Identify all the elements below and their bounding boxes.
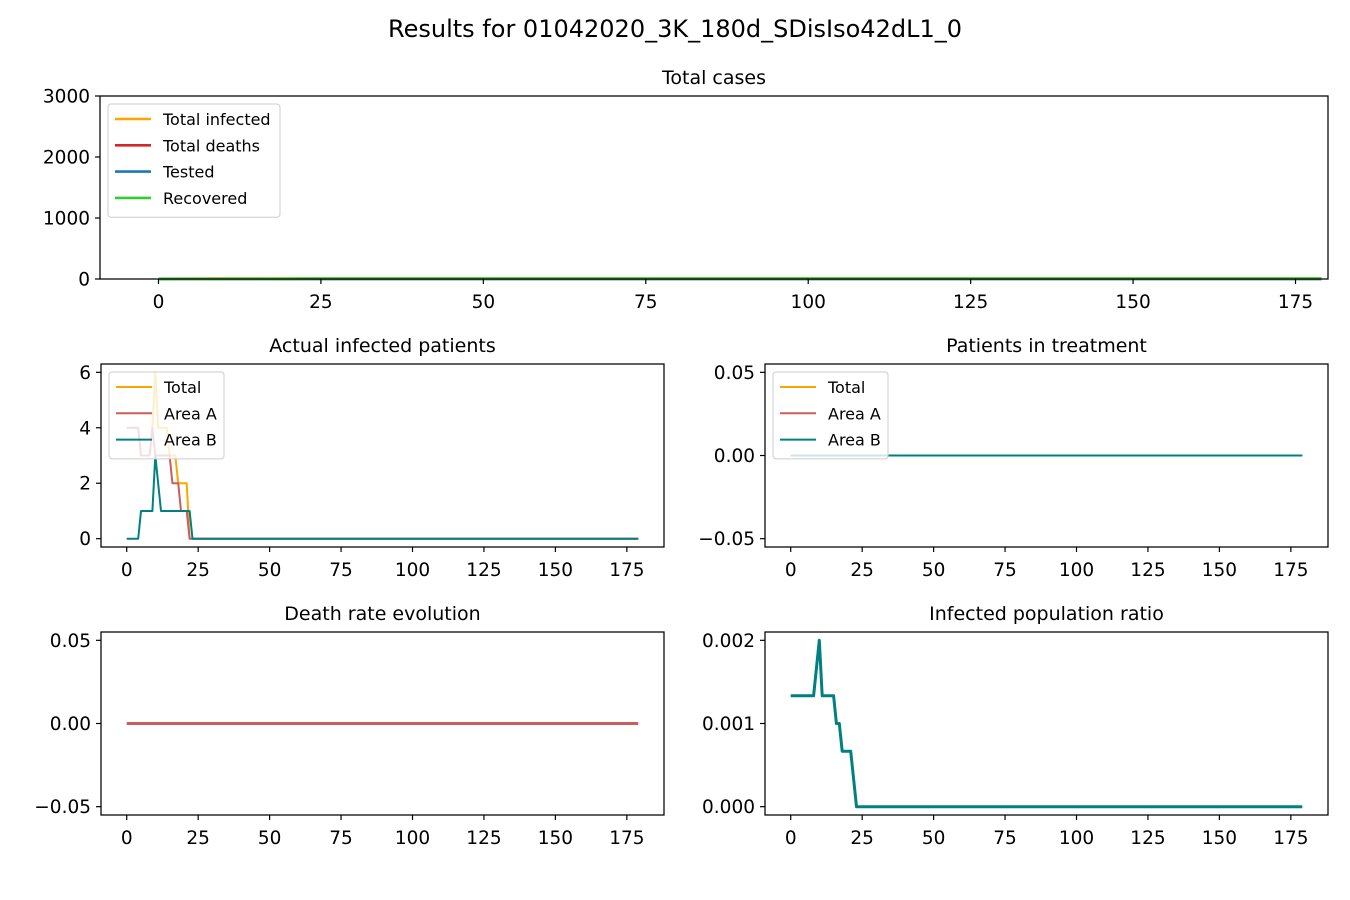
x-tick-label: 150 [1202,828,1237,849]
x-tick-label: 25 [850,560,874,581]
legend-box [772,371,889,460]
legend-box [107,103,281,218]
x-tick-label: 0 [121,560,133,581]
legend-box [108,371,225,460]
x-tick-label: 0 [785,560,797,581]
x-tick-label: 50 [258,560,282,581]
x-tick-label: 175 [1273,560,1308,581]
x-tick-label: 125 [466,828,501,849]
axes-frame [100,363,665,548]
axes-title: Death rate evolution [284,603,480,625]
x-tick-label: 50 [922,560,946,581]
y-tick-label: 0 [79,529,91,550]
x-tick-label: 75 [993,828,1017,849]
axes-title: Actual infected patients [269,335,495,357]
legend-label: Area A [828,404,881,423]
y-tick-label: 2 [79,474,91,495]
x-tick-label: 175 [1278,292,1313,313]
legend-label: Total deaths [162,136,260,155]
x-tick-label: 100 [1059,828,1094,849]
legend-label: Recovered [163,189,247,208]
axes-title: Total cases [661,67,766,89]
legend-label: Total [163,378,201,397]
x-tick-label: 175 [609,828,644,849]
axes-infected-ratio: Infected population ratio 0 25 50 75 100 125 15… [702,603,1329,849]
y-tick-label: 2000 [43,148,90,169]
y-tick-label: 1000 [43,209,90,230]
x-tick-label: 75 [329,828,353,849]
y-tick-label: 6 [79,363,91,384]
x-tick-label: 100 [395,560,430,581]
x-tick-label: 75 [993,560,1017,581]
y-tick-label: −0.05 [698,529,755,550]
y-tick-label: 0 [78,270,90,291]
series-group [790,638,1303,809]
legend: Total infected Total deaths Tested Recovere… [107,103,281,218]
x-tick-label: 125 [1130,828,1165,849]
x-tick-label: 100 [791,292,826,313]
x-tick-label: 150 [538,828,573,849]
y-tick-label: 0.05 [714,363,755,384]
x-tick-label: 25 [186,560,210,581]
y-tick-label: −0.05 [34,797,91,818]
legend: Total Area A Area B [772,371,889,460]
y-tick-label: 0.05 [50,631,91,652]
x-tick-label: 25 [186,828,210,849]
y-tick-label: 4 [79,418,91,439]
y-tick-label: 0.00 [50,714,91,735]
x-tick-label: 100 [395,828,430,849]
x-tick-label: 175 [1273,828,1308,849]
x-tick-label: 25 [309,292,333,313]
y-tick-label: 0.002 [702,631,755,652]
axes-frame [99,95,1329,280]
legend: Total Area A Area B [108,371,225,460]
legend-label: Area B [828,431,881,450]
x-tick-label: 100 [1059,560,1094,581]
axes-patients-treatment: Patients in treatment 0 25 50 75 100 125 150 175… [698,335,1329,581]
axes-title: Infected population ratio [929,603,1164,625]
series-line-series-0 [790,638,1303,809]
x-tick-label: 125 [466,560,501,581]
axes-death-rate: Death rate evolution 0 25 50 75 100 125 150 175 −… [34,603,665,849]
x-tick-label: 25 [850,828,874,849]
y-tick-label: 3000 [43,87,90,108]
axes-actual-infected: Actual infected patients 0 25 50 75 100 125 150… [79,335,665,581]
legend-label: Total [827,378,865,397]
y-tick-label: 0.00 [714,446,755,467]
x-tick-label: 175 [609,560,644,581]
x-tick-label: 50 [472,292,496,313]
x-tick-label: 125 [953,292,988,313]
x-tick-label: 0 [785,828,797,849]
legend-label: Area A [164,404,217,423]
axes-title: Patients in treatment [946,335,1147,357]
x-tick-label: 50 [258,828,282,849]
x-tick-label: 150 [1115,292,1150,313]
y-tick-label: 0.001 [702,714,755,735]
x-tick-label: 150 [1202,560,1237,581]
figure-title: Results for 01042020_3K_180d_SDisIso42dL… [388,15,962,43]
x-tick-label: 50 [922,828,946,849]
axes-total-cases: Total cases 0 25 50 75 100 125 150 175 0 1000 2000 3… [43,67,1329,313]
x-tick-label: 75 [329,560,353,581]
x-tick-label: 125 [1130,560,1165,581]
legend-label: Total infected [162,110,271,129]
x-tick-label: 0 [153,292,165,313]
x-tick-label: 150 [538,560,573,581]
y-tick-label: 0.000 [702,797,755,818]
legend-label: Area B [164,431,217,450]
x-tick-label: 75 [634,292,658,313]
x-tick-label: 0 [121,828,133,849]
legend-label: Tested [162,163,215,182]
